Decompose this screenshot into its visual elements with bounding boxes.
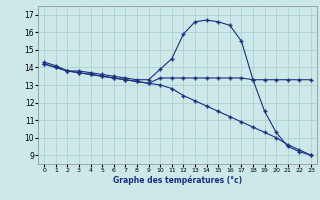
X-axis label: Graphe des températures (°c): Graphe des températures (°c): [113, 176, 242, 185]
